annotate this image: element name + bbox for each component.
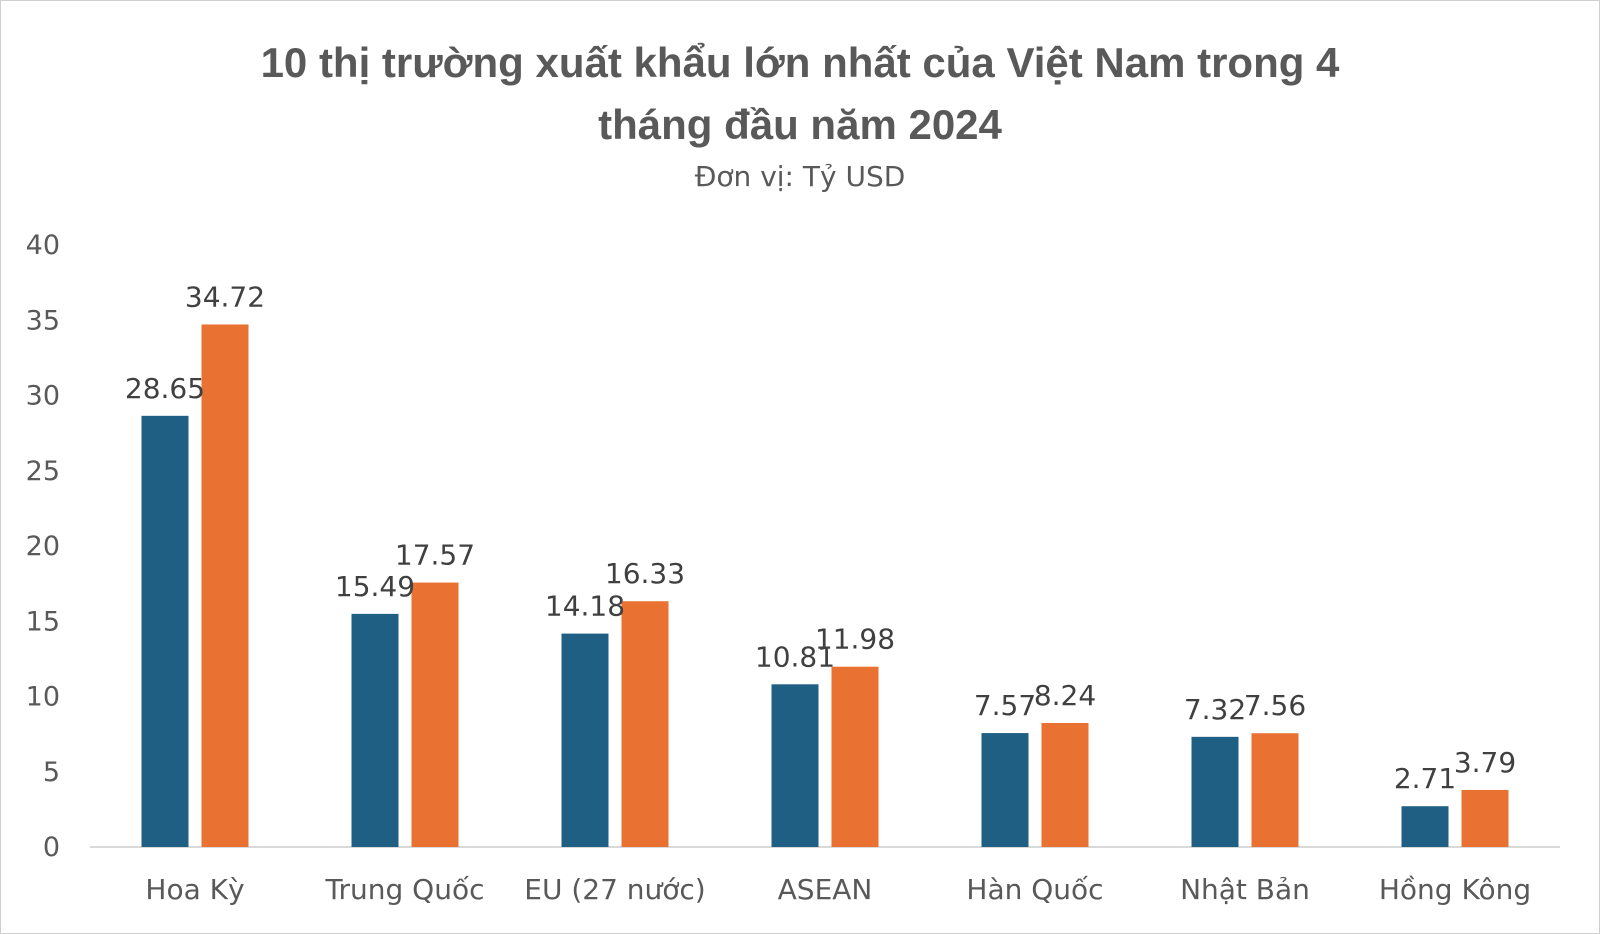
data-label: 7.56 <box>1244 689 1306 722</box>
chart-title: 10 thị trường xuất khẩu lớn nhất của Việ… <box>0 32 1600 156</box>
bar-series-1 <box>981 733 1029 847</box>
y-tick-label: 5 <box>43 757 60 788</box>
bar-series-2 <box>1461 789 1509 847</box>
data-label: 28.65 <box>125 372 205 405</box>
y-tick-label: 10 <box>26 682 60 713</box>
bar-series-2 <box>831 666 879 847</box>
y-tick-label: 35 <box>26 305 60 336</box>
x-category-label: Hoa Kỳ <box>145 873 244 906</box>
bar-series-2 <box>201 324 249 847</box>
data-label: 2.71 <box>1394 762 1456 795</box>
x-category-label: ASEAN <box>778 873 873 906</box>
data-label: 14.18 <box>545 590 625 623</box>
data-label: 17.57 <box>395 539 475 572</box>
x-category-label: Hàn Quốc <box>966 873 1103 906</box>
x-axis: Hoa Kỳ Trung Quốc EU (27 nước) ASEAN Hàn Quố… <box>145 873 1531 906</box>
y-tick-label: 40 <box>26 230 60 261</box>
data-label: 15.49 <box>335 570 415 603</box>
bar-series-2 <box>621 601 669 847</box>
data-label: 7.57 <box>974 689 1036 722</box>
data-label: 3.79 <box>1454 746 1516 779</box>
data-label: 7.32 <box>1184 693 1246 726</box>
data-label: 16.33 <box>605 557 685 590</box>
x-category-label: Hồng Kông <box>1379 873 1531 906</box>
x-category-label: Nhật Bản <box>1180 873 1310 906</box>
bar-series-1 <box>141 415 189 847</box>
bars <box>141 324 1509 847</box>
bar-series-1 <box>1191 736 1239 847</box>
x-category-label: Trung Quốc <box>325 873 485 906</box>
data-label: 34.72 <box>185 280 265 313</box>
bar-series-1 <box>1401 806 1449 847</box>
x-category-label: EU (27 nước) <box>524 873 705 906</box>
y-tick-label: 25 <box>26 456 60 487</box>
y-tick-label: 0 <box>43 832 60 863</box>
bar-series-2 <box>411 582 459 847</box>
chart-title-line-2: tháng đầu năm 2024 <box>598 101 1002 148</box>
y-axis: 0 5 10 15 20 25 30 35 40 <box>26 230 1560 863</box>
bar-series-1 <box>561 633 609 847</box>
data-label: 10.81 <box>755 640 835 673</box>
data-label: 8.24 <box>1034 679 1096 712</box>
chart-subtitle: Đơn vị: Tỷ USD <box>694 160 906 193</box>
bar-series-2 <box>1251 733 1299 847</box>
y-tick-label: 20 <box>26 531 60 562</box>
bar-series-2 <box>1041 722 1089 847</box>
bar-series-1 <box>771 684 819 847</box>
y-tick-label: 30 <box>26 381 60 412</box>
y-tick-label: 15 <box>26 606 60 637</box>
chart-title-line-1: 10 thị trường xuất khẩu lớn nhất của Việ… <box>260 39 1340 86</box>
bar-series-1 <box>351 613 399 847</box>
data-label: 11.98 <box>815 623 895 656</box>
